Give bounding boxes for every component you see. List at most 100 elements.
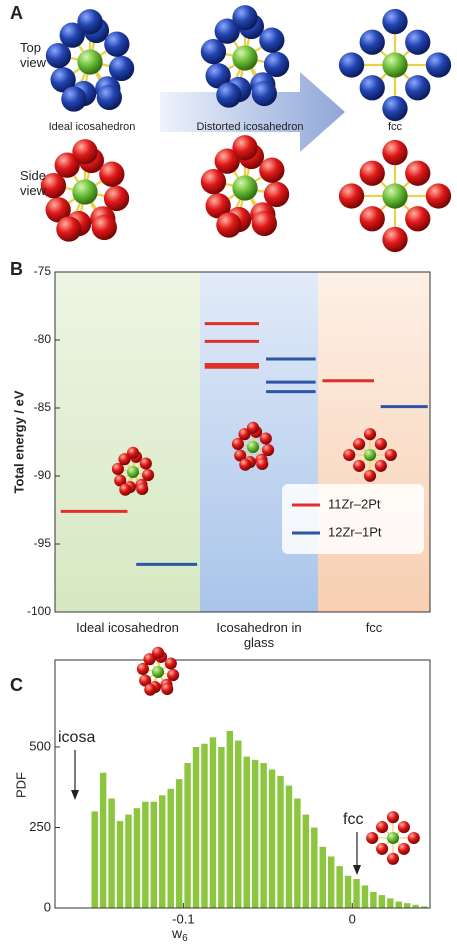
atom xyxy=(231,437,244,450)
caption: Distorted icosahedron xyxy=(196,121,304,133)
atom xyxy=(232,45,258,71)
y-tick-label: -90 xyxy=(34,468,52,482)
atom xyxy=(96,84,122,111)
panel-label: C xyxy=(10,675,23,695)
atom xyxy=(45,197,71,223)
atom xyxy=(405,29,431,55)
caption: fcc xyxy=(387,121,403,133)
arrow-head xyxy=(71,790,79,800)
atom xyxy=(338,52,365,78)
atom xyxy=(263,181,290,208)
bar xyxy=(302,814,310,908)
x-tick-label: 0 xyxy=(349,911,356,926)
atom xyxy=(363,448,377,462)
bar xyxy=(251,759,259,908)
region xyxy=(200,272,318,612)
atom xyxy=(262,444,275,457)
bar xyxy=(370,891,377,908)
atom xyxy=(54,152,80,178)
bar xyxy=(175,779,183,908)
atom xyxy=(382,8,408,35)
bar xyxy=(167,788,174,908)
atom xyxy=(263,51,290,78)
bar xyxy=(336,866,343,908)
legend-box xyxy=(282,484,424,554)
plot-frame xyxy=(54,271,431,613)
atom xyxy=(59,22,85,48)
atom xyxy=(239,458,252,471)
atom xyxy=(259,432,272,445)
x-tick-label: Icosahedron in glass xyxy=(216,620,302,650)
atom xyxy=(103,185,130,212)
x-axis-label: w6 xyxy=(171,925,188,944)
atom xyxy=(118,453,131,466)
bar xyxy=(412,904,419,908)
row-label: Side view xyxy=(20,168,47,198)
bar xyxy=(91,811,98,908)
y-axis-label: PDF xyxy=(13,772,28,798)
bar xyxy=(285,785,293,908)
x-tick-label: -0.1 xyxy=(172,911,194,926)
x-axis-label-main: w xyxy=(171,925,183,941)
y-tick-label: -85 xyxy=(34,400,52,414)
bar xyxy=(327,856,335,908)
atom xyxy=(151,646,165,659)
atom xyxy=(405,75,431,101)
atom xyxy=(374,459,387,472)
atom xyxy=(72,139,98,165)
atom xyxy=(126,446,140,459)
atom xyxy=(99,161,125,187)
atom xyxy=(238,428,251,441)
atom xyxy=(353,438,366,451)
atom xyxy=(359,75,385,101)
bar xyxy=(277,775,284,908)
bar xyxy=(125,814,132,908)
bar xyxy=(387,898,394,908)
annotation: fcc xyxy=(343,811,363,828)
atom xyxy=(338,183,365,209)
atom xyxy=(384,448,397,462)
atom xyxy=(425,52,452,78)
bar xyxy=(243,756,250,908)
atom xyxy=(386,831,400,845)
atom xyxy=(216,212,242,238)
atom xyxy=(136,662,149,675)
bar xyxy=(294,798,301,908)
atom xyxy=(45,42,72,69)
atom xyxy=(425,183,452,209)
atom xyxy=(382,183,408,209)
y-tick-label: -75 xyxy=(34,264,52,278)
legend-label: 11Zr–2Pt xyxy=(328,496,381,511)
bar xyxy=(395,901,402,908)
bar xyxy=(361,885,369,908)
atom xyxy=(114,474,127,487)
atom xyxy=(343,448,356,462)
atom xyxy=(214,148,240,174)
atom xyxy=(108,55,135,82)
legend-label: 12Zr–1Pt xyxy=(328,524,382,539)
bar xyxy=(99,772,107,908)
y-tick-label: 500 xyxy=(29,738,51,753)
bar xyxy=(116,821,124,908)
atom xyxy=(200,38,227,65)
row-label: Top view xyxy=(20,40,47,70)
atom xyxy=(151,665,165,679)
bar xyxy=(378,895,386,908)
bar xyxy=(268,769,276,908)
bar xyxy=(108,798,115,908)
atom xyxy=(386,852,400,865)
atom xyxy=(111,462,124,475)
atom xyxy=(382,52,408,78)
atom xyxy=(143,653,156,666)
atom xyxy=(359,206,385,232)
bar xyxy=(311,827,318,908)
x-axis-label-sub: 6 xyxy=(182,933,188,944)
atom xyxy=(91,214,117,241)
transition-arrow xyxy=(160,72,345,152)
bar xyxy=(344,875,352,908)
atom xyxy=(164,657,177,670)
atom xyxy=(259,27,285,53)
atom xyxy=(386,811,400,824)
atom xyxy=(382,226,408,253)
